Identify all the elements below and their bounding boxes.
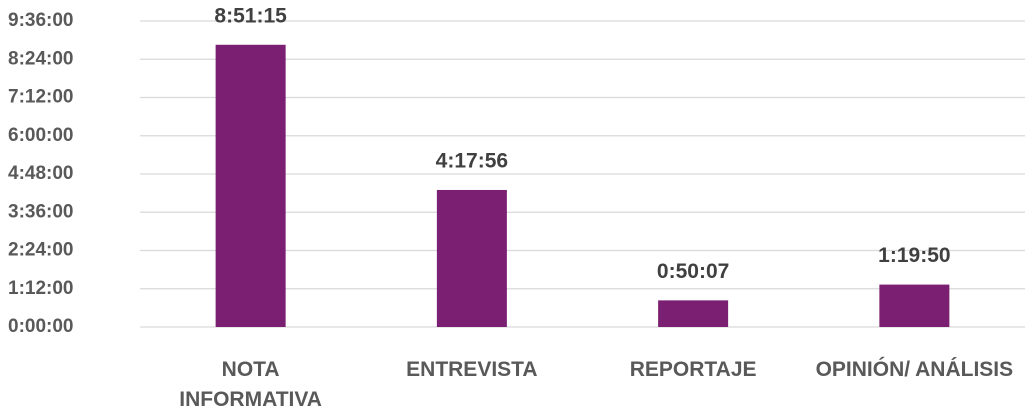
x-tick-label: ENTREVISTA (406, 358, 538, 381)
y-tick-label: 4:48:00 (8, 163, 74, 184)
x-tick-label: REPORTAJE (629, 358, 757, 381)
value-label: 0:50:07 (657, 260, 729, 283)
x-tick-label: OPINIÓN/ ANÁLISIS (815, 358, 1014, 381)
value-label: 4:17:56 (436, 150, 508, 173)
y-tick-label: 2:24:00 (8, 240, 74, 261)
bar (879, 284, 950, 327)
y-tick-label: 3:36:00 (8, 201, 74, 222)
bar (215, 44, 286, 327)
y-tick-label: 7:12:00 (8, 87, 74, 108)
bar (658, 300, 729, 327)
y-tick-label: 0:00:00 (8, 316, 74, 337)
y-tick-label: 1:12:00 (8, 278, 74, 299)
bar (436, 189, 507, 327)
value-label: 8:51:15 (214, 4, 287, 27)
y-tick-label: 9:36:00 (8, 10, 74, 31)
y-tick-label: 6:00:00 (8, 125, 74, 146)
x-tick-label: NOTA INFORMATIVA (179, 358, 322, 411)
y-tick-label: 8:24:00 (8, 48, 74, 69)
value-label: 1:19:50 (878, 244, 950, 267)
